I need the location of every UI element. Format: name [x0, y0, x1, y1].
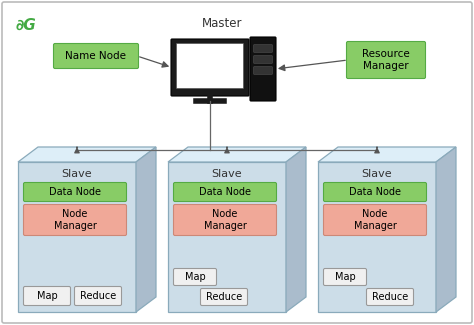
- Text: Node
Manager: Node Manager: [354, 209, 396, 231]
- Text: Map: Map: [185, 272, 205, 282]
- Polygon shape: [18, 147, 156, 162]
- FancyBboxPatch shape: [74, 287, 121, 305]
- FancyBboxPatch shape: [323, 204, 427, 236]
- Text: Master: Master: [202, 17, 242, 30]
- Text: Slave: Slave: [62, 169, 92, 179]
- FancyBboxPatch shape: [323, 183, 427, 202]
- FancyBboxPatch shape: [24, 183, 127, 202]
- FancyBboxPatch shape: [323, 268, 366, 285]
- Text: Data Node: Data Node: [199, 187, 251, 197]
- FancyBboxPatch shape: [171, 39, 249, 96]
- Text: ∂G: ∂G: [16, 18, 37, 32]
- Text: Data Node: Data Node: [349, 187, 401, 197]
- FancyBboxPatch shape: [254, 45, 272, 52]
- Text: Slave: Slave: [212, 169, 242, 179]
- Text: Reduce: Reduce: [372, 292, 408, 302]
- FancyBboxPatch shape: [54, 44, 138, 69]
- FancyBboxPatch shape: [173, 204, 276, 236]
- Polygon shape: [286, 147, 306, 312]
- Text: Reduce: Reduce: [206, 292, 242, 302]
- FancyBboxPatch shape: [250, 37, 276, 101]
- FancyBboxPatch shape: [254, 56, 272, 63]
- Polygon shape: [168, 147, 306, 162]
- FancyBboxPatch shape: [173, 268, 217, 285]
- Polygon shape: [318, 147, 456, 162]
- FancyBboxPatch shape: [254, 67, 272, 74]
- Polygon shape: [168, 162, 286, 312]
- Text: Map: Map: [335, 272, 356, 282]
- Text: Slave: Slave: [362, 169, 392, 179]
- FancyBboxPatch shape: [24, 287, 71, 305]
- Polygon shape: [318, 162, 436, 312]
- FancyBboxPatch shape: [173, 183, 276, 202]
- Text: Node
Manager: Node Manager: [203, 209, 246, 231]
- FancyBboxPatch shape: [346, 42, 426, 79]
- FancyBboxPatch shape: [24, 204, 127, 236]
- Polygon shape: [18, 162, 136, 312]
- FancyBboxPatch shape: [366, 289, 413, 306]
- Text: Name Node: Name Node: [65, 51, 127, 61]
- Text: Map: Map: [36, 291, 57, 301]
- Text: Data Node: Data Node: [49, 187, 101, 197]
- FancyBboxPatch shape: [176, 44, 244, 88]
- Text: Reduce: Reduce: [80, 291, 116, 301]
- Polygon shape: [436, 147, 456, 312]
- FancyBboxPatch shape: [2, 2, 472, 323]
- Text: Node
Manager: Node Manager: [54, 209, 96, 231]
- FancyBboxPatch shape: [201, 289, 247, 306]
- Polygon shape: [136, 147, 156, 312]
- Text: Resource
Manager: Resource Manager: [362, 49, 410, 71]
